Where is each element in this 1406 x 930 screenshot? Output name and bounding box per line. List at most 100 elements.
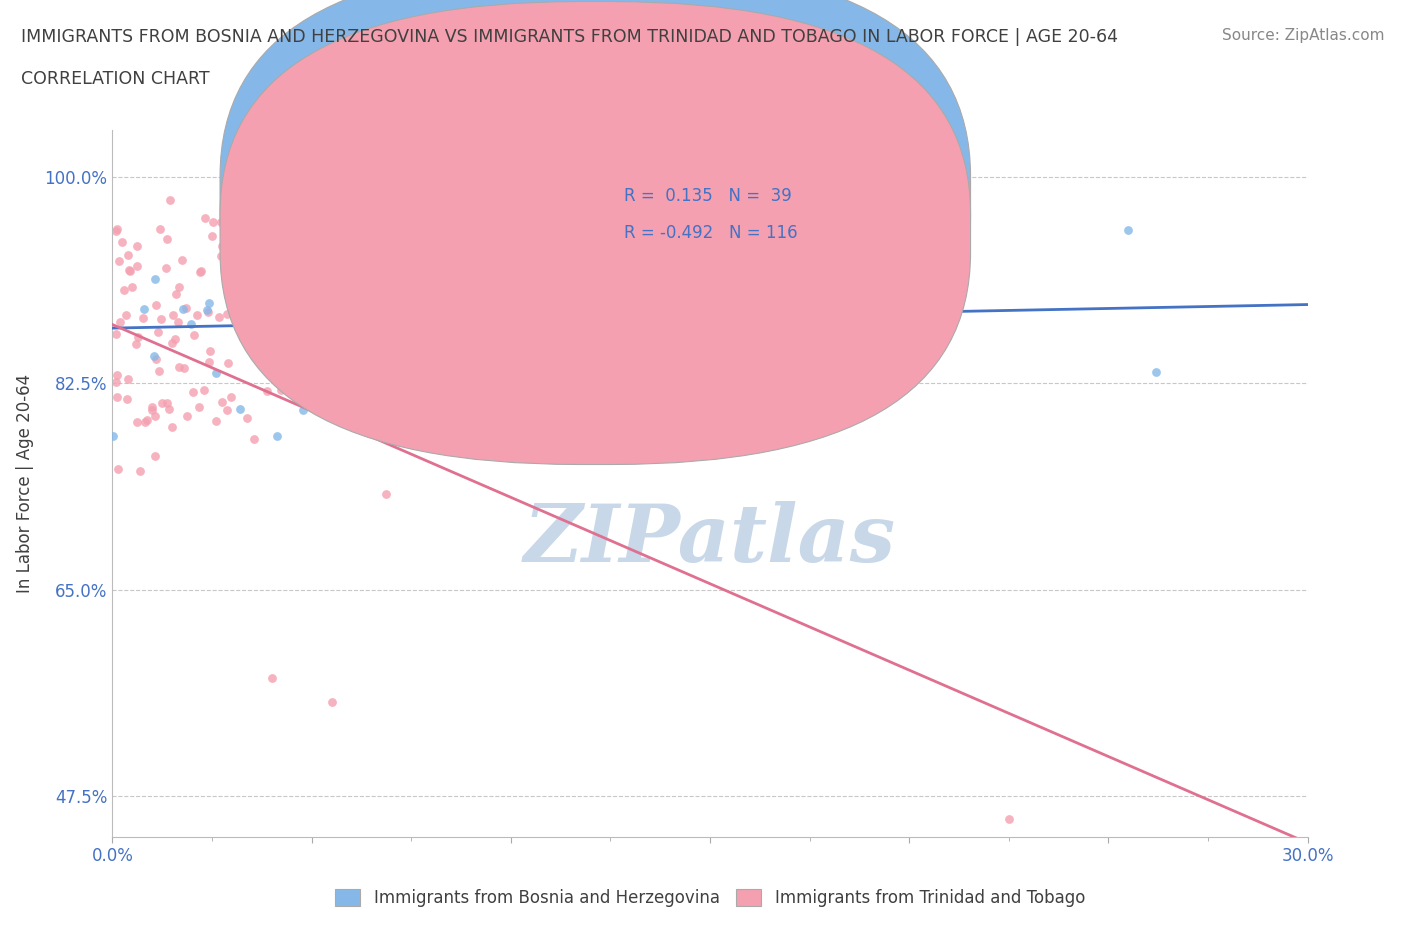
Point bbox=[292, 402, 315, 417]
Point bbox=[169, 359, 191, 374]
Point bbox=[125, 259, 148, 273]
Point bbox=[105, 375, 128, 390]
Point bbox=[915, 278, 938, 293]
Point bbox=[371, 389, 394, 404]
Point bbox=[157, 402, 180, 417]
Point bbox=[208, 309, 231, 324]
Point bbox=[124, 337, 146, 352]
Point bbox=[155, 260, 177, 275]
FancyBboxPatch shape bbox=[221, 0, 970, 427]
Point bbox=[226, 266, 249, 281]
Point bbox=[998, 812, 1021, 827]
Point bbox=[156, 231, 179, 246]
Point bbox=[266, 429, 288, 444]
Point bbox=[165, 287, 187, 302]
Point bbox=[225, 269, 247, 284]
Point bbox=[236, 410, 259, 425]
Text: R =  0.135   N =  39: R = 0.135 N = 39 bbox=[624, 187, 792, 205]
Point bbox=[118, 263, 141, 278]
Point bbox=[105, 390, 128, 405]
Point bbox=[321, 694, 343, 709]
Point bbox=[194, 210, 217, 225]
Point bbox=[145, 298, 167, 312]
Point bbox=[205, 365, 228, 380]
Point bbox=[117, 263, 139, 278]
Point bbox=[117, 247, 139, 262]
Point bbox=[134, 415, 156, 430]
Point bbox=[273, 262, 295, 277]
Point bbox=[198, 355, 221, 370]
Point bbox=[121, 279, 143, 294]
Point bbox=[159, 193, 181, 207]
Point bbox=[1118, 223, 1140, 238]
Point bbox=[352, 346, 374, 361]
Point bbox=[145, 352, 167, 366]
Point bbox=[366, 352, 388, 366]
Point bbox=[150, 395, 173, 410]
Point bbox=[418, 399, 440, 414]
Point bbox=[186, 308, 208, 323]
Point bbox=[240, 309, 263, 324]
Point bbox=[562, 342, 585, 357]
Point bbox=[148, 364, 170, 379]
Point bbox=[160, 336, 183, 351]
Text: R = -0.492   N = 116: R = -0.492 N = 116 bbox=[624, 224, 797, 242]
Point bbox=[323, 328, 346, 343]
Point bbox=[367, 327, 389, 342]
Point bbox=[217, 355, 239, 370]
Point bbox=[579, 376, 602, 391]
Point bbox=[193, 382, 215, 397]
Y-axis label: In Labor Force | Age 20-64: In Labor Force | Age 20-64 bbox=[15, 374, 34, 593]
Point bbox=[211, 239, 233, 254]
Point bbox=[190, 263, 212, 278]
FancyBboxPatch shape bbox=[554, 162, 859, 268]
Point bbox=[375, 486, 398, 501]
Point bbox=[467, 373, 489, 388]
Point bbox=[287, 355, 309, 370]
Point bbox=[217, 307, 239, 322]
Point bbox=[229, 401, 252, 416]
Point bbox=[167, 280, 190, 295]
Point bbox=[105, 223, 128, 238]
Point bbox=[198, 343, 221, 358]
Point bbox=[172, 301, 194, 316]
Point bbox=[245, 281, 267, 296]
Text: CORRELATION CHART: CORRELATION CHART bbox=[21, 70, 209, 87]
Point bbox=[173, 361, 195, 376]
Point bbox=[252, 281, 274, 296]
Point bbox=[160, 419, 183, 434]
Point bbox=[142, 349, 165, 364]
Point bbox=[515, 296, 537, 311]
Text: Source: ZipAtlas.com: Source: ZipAtlas.com bbox=[1222, 28, 1385, 43]
Point bbox=[108, 314, 131, 329]
Point bbox=[117, 372, 139, 387]
Point bbox=[205, 414, 228, 429]
Point bbox=[217, 266, 239, 281]
Point bbox=[112, 283, 135, 298]
Point bbox=[156, 396, 179, 411]
Point bbox=[183, 327, 205, 342]
Point bbox=[346, 386, 368, 401]
Point bbox=[396, 287, 419, 302]
Point bbox=[319, 335, 342, 350]
Point bbox=[221, 390, 243, 405]
Point bbox=[447, 239, 470, 254]
Point bbox=[141, 399, 163, 414]
Point bbox=[274, 316, 297, 331]
Point bbox=[188, 264, 211, 279]
Point bbox=[162, 307, 184, 322]
Point bbox=[547, 323, 569, 338]
Point bbox=[115, 307, 138, 322]
Point bbox=[174, 300, 197, 315]
Point bbox=[128, 463, 150, 478]
Point bbox=[243, 432, 266, 446]
Point bbox=[180, 316, 202, 331]
Point bbox=[117, 392, 139, 406]
Point bbox=[264, 269, 287, 284]
Point bbox=[789, 379, 811, 394]
Text: IMMIGRANTS FROM BOSNIA AND HERZEGOVINA VS IMMIGRANTS FROM TRINIDAD AND TOBAGO IN: IMMIGRANTS FROM BOSNIA AND HERZEGOVINA V… bbox=[21, 28, 1118, 46]
Point bbox=[536, 352, 558, 367]
Point bbox=[1144, 365, 1167, 379]
Text: ZIPatlas: ZIPatlas bbox=[524, 501, 896, 578]
Point bbox=[222, 247, 245, 262]
